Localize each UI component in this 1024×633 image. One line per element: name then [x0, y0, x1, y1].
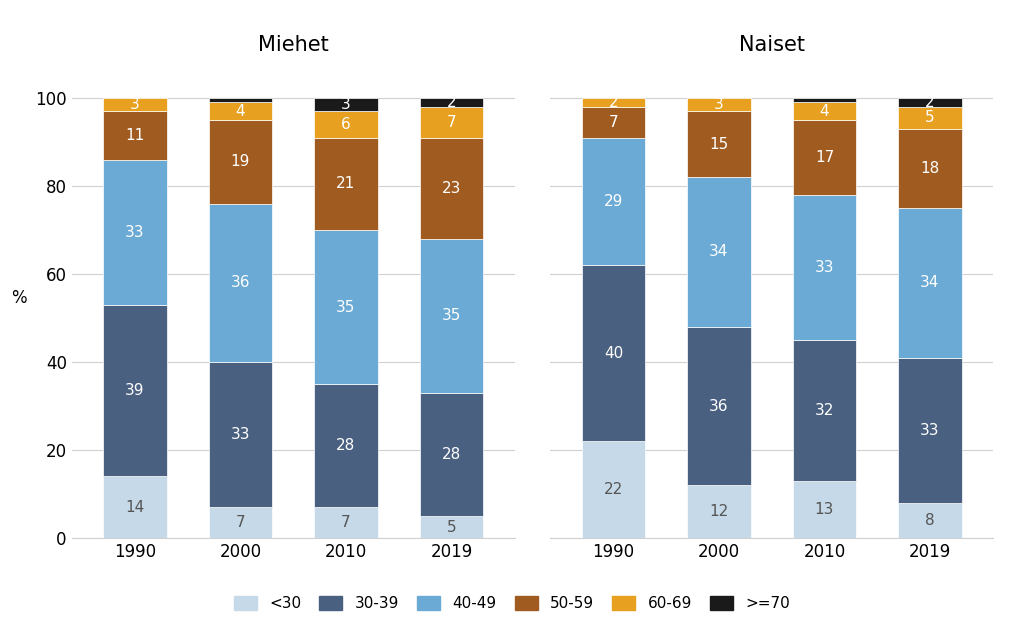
- Bar: [209, 98, 272, 103]
- Y-axis label: %: %: [10, 289, 27, 307]
- Bar: [314, 111, 378, 137]
- Bar: [314, 230, 378, 384]
- Text: 5: 5: [925, 110, 935, 125]
- Text: 18: 18: [921, 161, 940, 176]
- Bar: [209, 507, 272, 538]
- Text: 19: 19: [230, 154, 250, 169]
- Text: 28: 28: [441, 447, 461, 462]
- Bar: [793, 103, 856, 120]
- Bar: [420, 516, 483, 538]
- Bar: [314, 507, 378, 538]
- Text: 7: 7: [446, 115, 457, 130]
- Text: 39: 39: [125, 383, 144, 398]
- Bar: [687, 327, 751, 486]
- Text: 4: 4: [236, 104, 246, 118]
- Text: 32: 32: [815, 403, 835, 418]
- Bar: [582, 265, 645, 441]
- Text: 33: 33: [921, 423, 940, 438]
- Bar: [687, 111, 751, 177]
- Text: 33: 33: [230, 427, 250, 442]
- Text: 12: 12: [710, 504, 729, 519]
- Text: 3: 3: [130, 97, 140, 112]
- Text: 3: 3: [341, 97, 351, 112]
- Bar: [420, 393, 483, 516]
- Bar: [103, 111, 167, 160]
- Bar: [898, 208, 962, 358]
- Text: 2: 2: [925, 95, 935, 110]
- Bar: [420, 98, 483, 107]
- Text: 4: 4: [819, 104, 829, 118]
- Text: 35: 35: [441, 308, 461, 323]
- Bar: [103, 305, 167, 477]
- Text: 28: 28: [336, 438, 355, 453]
- Bar: [793, 195, 856, 340]
- Bar: [582, 98, 645, 107]
- Text: 15: 15: [710, 137, 729, 152]
- Bar: [314, 98, 378, 111]
- Bar: [793, 481, 856, 538]
- Bar: [687, 98, 751, 111]
- Bar: [209, 204, 272, 362]
- Bar: [314, 137, 378, 230]
- Bar: [209, 103, 272, 120]
- Text: 5: 5: [446, 520, 457, 534]
- Text: 11: 11: [125, 128, 144, 143]
- Text: 3: 3: [714, 97, 724, 112]
- Text: 8: 8: [925, 513, 935, 528]
- Bar: [898, 98, 962, 107]
- Bar: [103, 477, 167, 538]
- Text: 22: 22: [604, 482, 624, 497]
- Bar: [582, 441, 645, 538]
- Text: 33: 33: [815, 260, 835, 275]
- Text: 33: 33: [125, 225, 144, 240]
- Bar: [103, 160, 167, 305]
- Text: 35: 35: [336, 299, 355, 315]
- Text: 36: 36: [710, 399, 729, 413]
- Text: 14: 14: [125, 499, 144, 515]
- Title: Miehet: Miehet: [258, 35, 329, 55]
- Text: 7: 7: [608, 115, 618, 130]
- Bar: [793, 98, 856, 103]
- Bar: [793, 340, 856, 481]
- Text: 34: 34: [921, 275, 940, 291]
- Bar: [582, 137, 645, 265]
- Text: 17: 17: [815, 150, 835, 165]
- Text: 23: 23: [441, 180, 461, 196]
- Legend: <30, 30-39, 40-49, 50-59, 60-69, >=70: <30, 30-39, 40-49, 50-59, 60-69, >=70: [226, 589, 798, 619]
- Bar: [209, 120, 272, 204]
- Bar: [582, 107, 645, 137]
- Bar: [420, 137, 483, 239]
- Bar: [420, 107, 483, 137]
- Text: 34: 34: [710, 244, 729, 260]
- Bar: [314, 384, 378, 507]
- Bar: [898, 358, 962, 503]
- Bar: [209, 362, 272, 507]
- Text: 7: 7: [236, 515, 246, 530]
- Text: 2: 2: [608, 95, 618, 110]
- Bar: [687, 486, 751, 538]
- Bar: [898, 503, 962, 538]
- Bar: [898, 107, 962, 128]
- Bar: [420, 239, 483, 393]
- Bar: [793, 120, 856, 195]
- Bar: [898, 128, 962, 208]
- Text: 21: 21: [336, 176, 355, 191]
- Text: 29: 29: [604, 194, 624, 209]
- Text: 2: 2: [446, 95, 457, 110]
- Bar: [687, 177, 751, 327]
- Text: 40: 40: [604, 346, 624, 361]
- Text: 7: 7: [341, 515, 351, 530]
- Bar: [103, 98, 167, 111]
- Text: 6: 6: [341, 117, 351, 132]
- Title: Naiset: Naiset: [738, 35, 805, 55]
- Text: 36: 36: [230, 275, 250, 291]
- Text: 13: 13: [815, 502, 835, 517]
